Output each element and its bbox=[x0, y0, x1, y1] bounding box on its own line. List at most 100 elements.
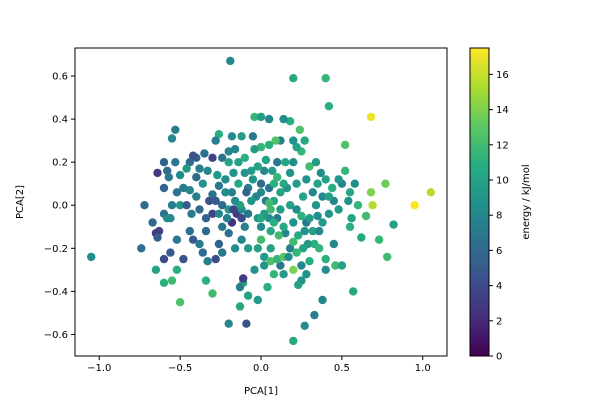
scatter-point bbox=[159, 278, 169, 287]
scatter-point bbox=[294, 231, 303, 240]
scatter-point bbox=[200, 149, 209, 158]
scatter-point bbox=[250, 112, 259, 122]
scatter-point bbox=[315, 244, 324, 253]
scatter-point bbox=[167, 276, 177, 285]
scatter-point bbox=[256, 235, 266, 244]
x-tick-label: 0.5 bbox=[334, 363, 350, 374]
scatter-point bbox=[205, 196, 214, 206]
scatter-point bbox=[357, 233, 366, 242]
scatter-point bbox=[230, 244, 240, 253]
scatter-point bbox=[179, 254, 188, 264]
scatter-point bbox=[188, 151, 198, 160]
scatter-point bbox=[250, 265, 259, 274]
scatter-point bbox=[218, 248, 227, 257]
scatter-point bbox=[140, 201, 149, 210]
scatter-point bbox=[214, 209, 224, 218]
y-tick-label: 0.0 bbox=[52, 201, 68, 212]
scatter-points bbox=[87, 56, 435, 346]
scatter-point bbox=[311, 158, 321, 167]
scatter-point bbox=[159, 158, 169, 167]
scatter-point bbox=[201, 276, 211, 285]
scatter-point bbox=[208, 190, 217, 199]
scatter-point bbox=[229, 168, 238, 178]
scatter-point bbox=[230, 196, 240, 206]
scatter-point bbox=[208, 153, 217, 162]
scatter-point bbox=[214, 239, 224, 249]
scatter-point bbox=[285, 244, 295, 253]
x-tick-label: 0.0 bbox=[253, 363, 269, 374]
scatter-point bbox=[242, 319, 251, 328]
scatter-point bbox=[305, 162, 314, 171]
scatter-point bbox=[289, 218, 298, 227]
scatter-point bbox=[260, 166, 269, 175]
scatter-point bbox=[240, 168, 249, 178]
scatter-point bbox=[203, 257, 212, 266]
scatter-point bbox=[353, 201, 363, 210]
scatter-point bbox=[292, 205, 301, 214]
x-tick-label: −1.0 bbox=[87, 363, 111, 374]
scatter-point bbox=[237, 235, 246, 244]
scatter-point bbox=[185, 226, 194, 236]
colorbar-tick-label: 8 bbox=[496, 211, 502, 222]
scatter-point bbox=[208, 209, 217, 218]
scatter-point bbox=[195, 164, 204, 173]
scatter-point bbox=[273, 254, 282, 264]
scatter-point bbox=[324, 209, 334, 218]
scatter-point bbox=[159, 254, 169, 264]
scatter-point bbox=[284, 252, 293, 262]
scatter-point bbox=[266, 257, 275, 266]
scatter-point bbox=[175, 298, 185, 307]
scatter-point bbox=[366, 112, 376, 122]
scatter-point bbox=[313, 211, 322, 221]
scatter-point bbox=[316, 168, 325, 178]
scatter-point bbox=[185, 158, 194, 167]
scatter-point bbox=[224, 158, 233, 167]
scatter-point bbox=[279, 114, 288, 124]
scatter-point bbox=[321, 254, 330, 264]
scatter-point bbox=[227, 188, 237, 197]
scatter-point bbox=[274, 231, 283, 240]
scatter-point bbox=[300, 321, 309, 330]
scatter-point bbox=[256, 142, 266, 152]
scatter-point bbox=[292, 248, 301, 257]
scatter-point bbox=[192, 192, 201, 201]
scatter-point bbox=[261, 155, 271, 165]
scatter-point bbox=[172, 235, 182, 244]
y-tick-label: 0.6 bbox=[52, 72, 68, 83]
scatter-point bbox=[292, 179, 301, 188]
scatter-point bbox=[198, 248, 207, 257]
colorbar-tick-label: 2 bbox=[496, 316, 502, 327]
scatter-point bbox=[345, 222, 355, 231]
scatter-point bbox=[289, 158, 298, 167]
scatter-point bbox=[201, 214, 211, 223]
y-tick-label: 0.4 bbox=[52, 115, 68, 126]
scatter-point bbox=[211, 254, 220, 264]
scatter-point bbox=[192, 173, 201, 182]
colorbar-tick-label: 14 bbox=[496, 105, 509, 116]
scatter-point bbox=[298, 192, 308, 201]
scatter-point bbox=[300, 136, 309, 145]
scatter-point bbox=[224, 147, 233, 156]
scatter-point bbox=[159, 183, 169, 193]
scatter-point bbox=[218, 153, 227, 162]
scatter-point bbox=[279, 179, 288, 188]
scatter-point bbox=[295, 125, 304, 134]
scatter-point bbox=[347, 214, 356, 223]
scatter-point bbox=[203, 166, 212, 175]
scatter-point bbox=[237, 214, 246, 223]
scatter-point bbox=[313, 179, 322, 188]
scatter-point bbox=[269, 270, 279, 279]
scatter-point bbox=[230, 145, 240, 154]
scatter-point bbox=[276, 205, 285, 214]
scatter-point bbox=[345, 188, 355, 197]
scatter-point bbox=[256, 222, 266, 231]
scatter-point bbox=[240, 222, 249, 231]
scatter-point bbox=[302, 270, 311, 279]
colorbar-tick-label: 12 bbox=[496, 140, 509, 151]
scatter-point bbox=[302, 175, 311, 184]
scatter-point bbox=[239, 274, 248, 283]
scatter-point bbox=[256, 179, 266, 188]
scatter-point bbox=[361, 211, 371, 221]
